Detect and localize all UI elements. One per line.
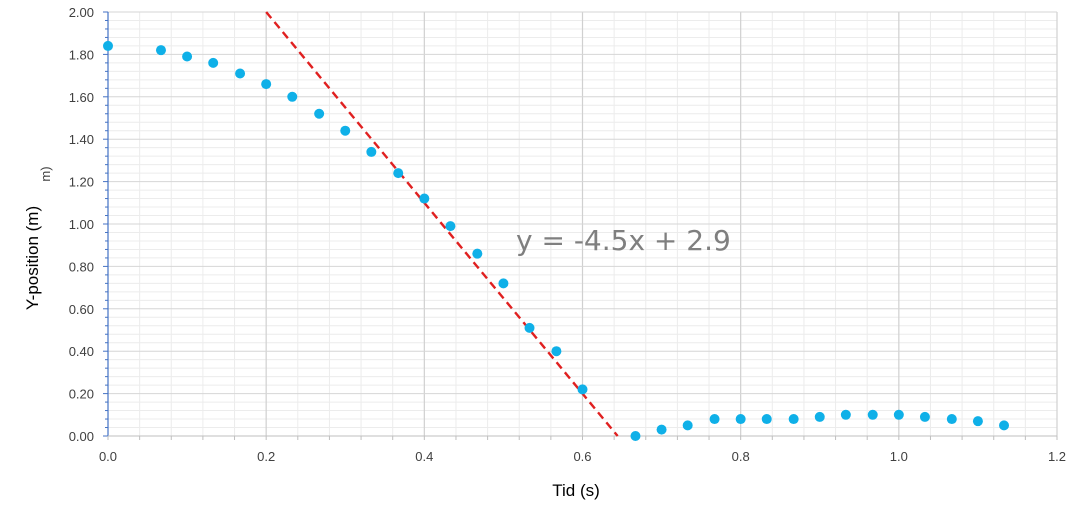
data-point — [867, 409, 878, 420]
data-point — [498, 278, 509, 289]
data-point — [261, 79, 272, 90]
x-tick-label: 0.0 — [99, 449, 117, 464]
data-point — [709, 414, 720, 425]
data-point — [287, 91, 298, 102]
data-point — [893, 409, 904, 420]
x-axis-title: Tid (s) — [552, 481, 600, 500]
x-tick-label: 1.0 — [890, 449, 908, 464]
y-axis-title-fragment: m) — [38, 166, 53, 181]
data-point — [788, 414, 799, 425]
y-tick-label: 0.60 — [69, 302, 94, 317]
y-axis-title: Y-position (m) — [23, 206, 42, 310]
y-tick-label: 0.80 — [69, 259, 94, 274]
data-point — [972, 416, 983, 427]
axes — [103, 11, 1058, 440]
y-tick-label: 1.60 — [69, 90, 94, 105]
x-tick-labels: 0.0 0.2 0.4 0.6 0.8 1.0 1.2 — [99, 449, 1066, 464]
y-tick-label: 0.40 — [69, 344, 94, 359]
data-point — [919, 411, 930, 422]
y-tick-label: 1.80 — [69, 47, 94, 62]
data-point — [999, 420, 1010, 431]
data-point — [524, 322, 535, 333]
data-point — [103, 40, 113, 51]
x-tick-label: 0.6 — [573, 449, 591, 464]
data-point — [682, 420, 693, 431]
trendline-equation: y = -4.5x + 2.9 — [516, 224, 731, 257]
x-tick-label: 0.2 — [257, 449, 275, 464]
data-point — [314, 108, 325, 119]
data-point — [814, 411, 825, 422]
data-point — [840, 409, 851, 420]
data-point — [577, 384, 588, 395]
x-tick-label: 1.2 — [1048, 449, 1066, 464]
y-tick-label: 1.00 — [69, 217, 94, 232]
data-point — [208, 57, 219, 68]
data-point — [235, 68, 246, 79]
data-point — [761, 414, 772, 425]
data-point — [419, 193, 430, 204]
y-tick-label: 1.20 — [69, 175, 94, 190]
data-point — [735, 414, 746, 425]
data-point — [472, 248, 483, 259]
data-point — [656, 424, 667, 435]
y-tick-label: 2.00 — [69, 5, 94, 20]
data-point — [551, 346, 562, 357]
data-point — [340, 125, 351, 136]
y-tick-label: 0.20 — [69, 387, 94, 402]
y-tick-label: 0.00 — [69, 429, 94, 444]
x-tick-label: 0.8 — [732, 449, 750, 464]
x-tick-label: 0.4 — [415, 449, 433, 464]
data-point — [155, 45, 166, 56]
trendline — [265, 11, 619, 437]
data-point — [946, 414, 957, 425]
data-point — [366, 146, 377, 157]
data-point — [393, 168, 404, 179]
y-tick-label: 1.40 — [69, 132, 94, 147]
data-point — [182, 51, 193, 62]
trendline-group — [265, 11, 619, 437]
data-point — [445, 221, 456, 232]
y-tick-labels: 0.00 0.20 0.40 0.60 0.80 1.00 1.20 1.40 1.60 1.80… — [69, 5, 94, 444]
data-points — [103, 40, 1010, 441]
data-point — [630, 431, 641, 441]
